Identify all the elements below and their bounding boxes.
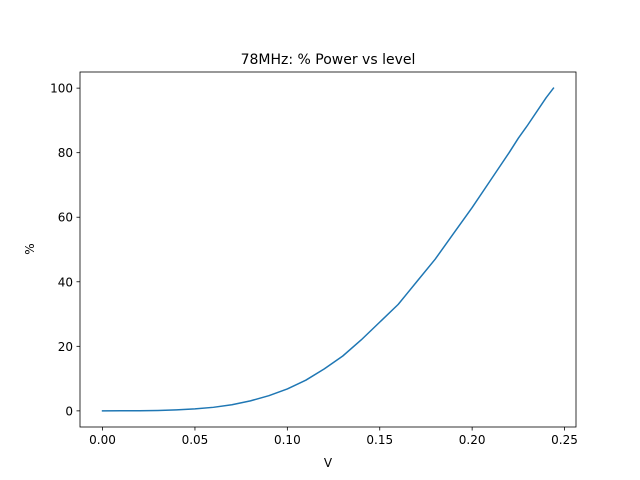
y-tick-label: 0 bbox=[65, 404, 73, 418]
y-tick-label: 20 bbox=[58, 340, 73, 354]
chart-title: 78MHz: % Power vs level bbox=[241, 52, 416, 68]
plot-frame bbox=[79, 71, 577, 428]
y-tick-label: 80 bbox=[58, 146, 73, 160]
x-tick-label: 0.20 bbox=[459, 433, 486, 447]
x-tick-label: 0.25 bbox=[551, 433, 578, 447]
x-tick-label: 0.00 bbox=[89, 433, 116, 447]
y-tick-label: 100 bbox=[50, 82, 73, 96]
series-line-0 bbox=[101, 87, 555, 412]
y-tick-label: 40 bbox=[58, 275, 73, 289]
x-tick-label: 0.15 bbox=[366, 433, 393, 447]
x-tick-label: 0.10 bbox=[274, 433, 301, 447]
plot-area: 0.00 0.05 0.10 0.15 0.20 0.25 0 20 40 60 80 100 bbox=[50, 71, 578, 447]
y-tick-label: 60 bbox=[58, 211, 73, 225]
y-axis-label: % bbox=[23, 243, 37, 254]
x-axis-label: V bbox=[324, 456, 333, 470]
x-tick-label: 0.05 bbox=[182, 433, 209, 447]
